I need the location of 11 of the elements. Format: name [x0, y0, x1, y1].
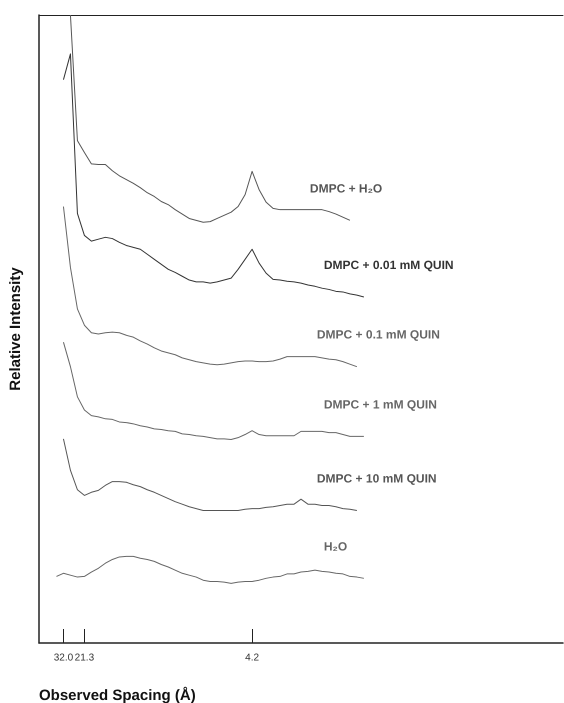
x-tick-label: 4.2 [245, 652, 260, 664]
series-label: DMPC + 0.1 mM QUIN [316, 328, 440, 342]
x-tick-label: 21.3 [74, 652, 95, 664]
y-axis-title: Relative Intensity [7, 266, 24, 391]
x-tick-label: 32.0 [54, 652, 74, 664]
series-label: H₂O [324, 539, 348, 554]
series-label: DMPC + 0.01 mM QUIN [324, 258, 454, 272]
series-label: DMPC + H₂O [310, 181, 382, 196]
series-label: DMPC + 1 mM QUIN [324, 397, 437, 412]
series-label: DMPC + 10 mM QUIN [316, 471, 437, 486]
x-axis-title: Observed Spacing (Å) [39, 686, 196, 703]
